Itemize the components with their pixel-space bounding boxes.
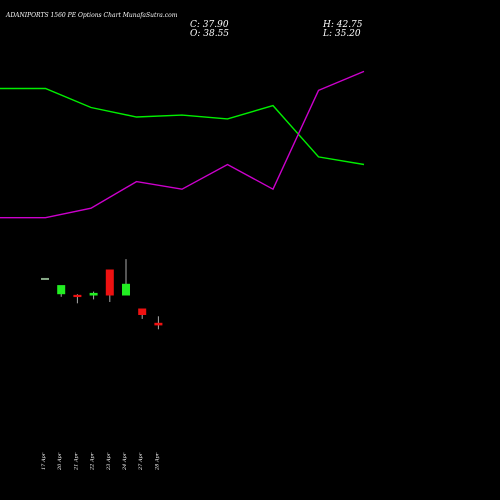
candle-body bbox=[154, 322, 163, 326]
x-tick-label: 17 Apr bbox=[41, 452, 47, 470]
candlesticks bbox=[41, 259, 163, 330]
x-tick-label: 24 Apr bbox=[122, 452, 128, 471]
candle bbox=[73, 294, 82, 304]
low-value: L: 35.20 bbox=[322, 29, 361, 39]
band-lines bbox=[0, 70, 365, 219]
candle-body bbox=[57, 285, 66, 295]
lower-band-line bbox=[0, 70, 365, 219]
close-value: C: 37.90 bbox=[190, 20, 229, 30]
upper-band-line bbox=[0, 87, 365, 166]
open-value: O: 38.55 bbox=[190, 29, 229, 39]
candle-body bbox=[73, 294, 82, 298]
x-tick-label: 21 Apr bbox=[73, 452, 79, 471]
candle-body bbox=[138, 308, 147, 315]
candle bbox=[89, 291, 98, 300]
high-value: H: 42.75 bbox=[322, 20, 363, 30]
candle-body bbox=[41, 277, 49, 280]
candle bbox=[41, 277, 49, 280]
x-tick-label: 28 Apr bbox=[154, 452, 160, 471]
x-tick-label: 23 Apr bbox=[106, 452, 112, 471]
x-tick-label: 22 Apr bbox=[90, 452, 96, 471]
candle bbox=[105, 269, 114, 302]
x-axis-labels: 17 Apr 20 Apr 21 Apr 22 Apr 23 Apr 24 Apr 27 A… bbox=[41, 452, 160, 471]
x-tick-label: 20 Apr bbox=[57, 452, 63, 471]
candle-body bbox=[89, 292, 98, 296]
candle-body bbox=[122, 283, 130, 296]
x-tick-label: 27 Apr bbox=[138, 452, 144, 471]
candle bbox=[154, 316, 163, 330]
candle bbox=[138, 308, 147, 319]
candle-body bbox=[105, 269, 114, 296]
chart-title: ADANIPORTS 1560 PE Options Chart MunafaS… bbox=[5, 12, 178, 19]
candle bbox=[57, 285, 66, 297]
candle bbox=[122, 259, 130, 296]
